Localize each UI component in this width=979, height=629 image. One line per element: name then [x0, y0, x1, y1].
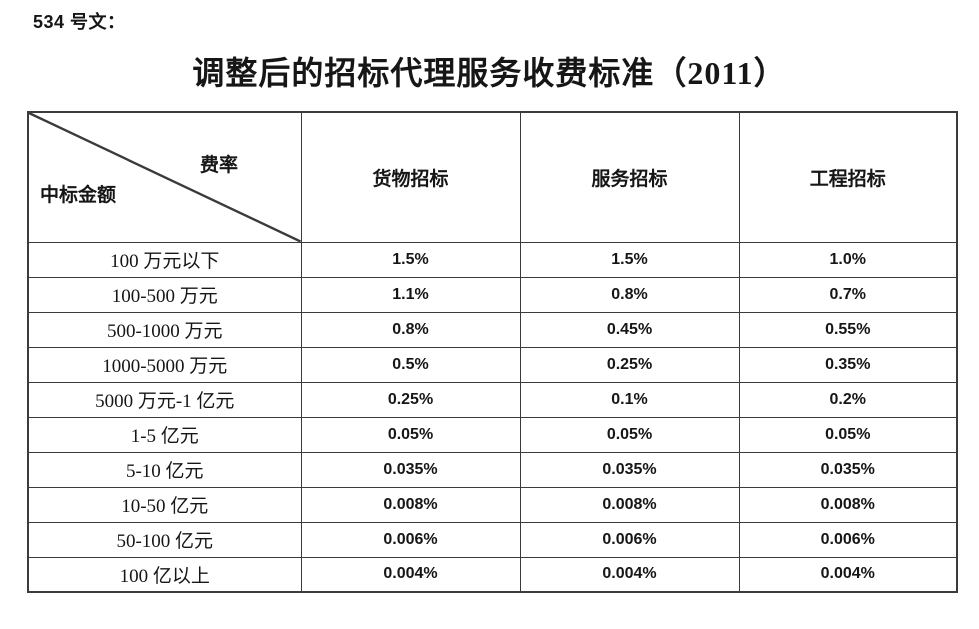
corner-label-rate: 费率: [200, 155, 239, 176]
table-header-row: 费率 中标金额 货物招标 服务招标 工程招标: [27, 111, 958, 243]
rate-cell: 1.0%: [738, 241, 958, 278]
amount-cell: 1-5 亿元: [27, 416, 302, 453]
table-row: 100-500 万元 1.1% 0.8% 0.7%: [27, 276, 958, 313]
rate-cell: 0.8%: [300, 311, 521, 348]
rate-cell: 0.006%: [300, 521, 521, 558]
amount-cell: 100 万元以下: [27, 241, 302, 278]
amount-cell: 5000 万元-1 亿元: [27, 381, 302, 418]
table-row: 100 万元以下 1.5% 1.5% 1.0%: [27, 241, 958, 278]
rate-cell: 0.55%: [738, 311, 958, 348]
rate-cell: 0.006%: [738, 521, 958, 558]
rate-cell: 0.05%: [300, 416, 521, 453]
rate-cell: 0.035%: [738, 451, 958, 488]
diagonal-divider-line: [29, 113, 301, 242]
rate-cell: 0.2%: [738, 381, 958, 418]
rate-cell: 0.008%: [738, 486, 958, 523]
rate-cell: 0.45%: [519, 311, 740, 348]
table-row: 5000 万元-1 亿元 0.25% 0.1% 0.2%: [27, 381, 958, 418]
rate-cell: 1.5%: [519, 241, 740, 278]
table-row: 5-10 亿元 0.035% 0.035% 0.035%: [27, 451, 958, 488]
rate-cell: 0.25%: [519, 346, 740, 383]
table-row: 10-50 亿元 0.008% 0.008% 0.008%: [27, 486, 958, 523]
amount-cell: 100-500 万元: [27, 276, 302, 313]
rate-cell: 0.004%: [300, 556, 521, 593]
rate-cell: 0.8%: [519, 276, 740, 313]
rate-cell: 0.05%: [519, 416, 740, 453]
rate-cell: 1.5%: [300, 241, 521, 278]
rate-cell: 1.1%: [300, 276, 521, 313]
table-row: 1-5 亿元 0.05% 0.05% 0.05%: [27, 416, 958, 453]
rate-cell: 0.004%: [738, 556, 958, 593]
rate-cell: 0.5%: [300, 346, 521, 383]
amount-cell: 1000-5000 万元: [27, 346, 302, 383]
table-row: 100 亿以上 0.004% 0.004% 0.004%: [27, 556, 958, 593]
rate-cell: 0.008%: [300, 486, 521, 523]
rate-cell: 0.035%: [300, 451, 521, 488]
column-header-services: 服务招标: [519, 111, 740, 243]
doc-number-label: 534 号文：: [33, 12, 126, 32]
amount-cell: 5-10 亿元: [27, 451, 302, 488]
amount-cell: 500-1000 万元: [27, 311, 302, 348]
rate-cell: 0.035%: [519, 451, 740, 488]
fee-rate-table: 费率 中标金额 货物招标 服务招标 工程招标 100 万元以下 1.5% 1.5…: [27, 111, 958, 593]
column-header-goods: 货物招标: [300, 111, 521, 243]
column-header-engineering: 工程招标: [738, 111, 958, 243]
table-corner-cell: 费率 中标金额: [27, 111, 302, 243]
amount-cell: 100 亿以上: [27, 556, 302, 593]
rate-cell: 0.006%: [519, 521, 740, 558]
page-title: 调整后的招标代理服务收费标准（2011）: [192, 55, 787, 91]
table-row: 50-100 亿元 0.006% 0.006% 0.006%: [27, 521, 958, 558]
amount-cell: 10-50 亿元: [27, 486, 302, 523]
amount-cell: 50-100 亿元: [27, 521, 302, 558]
table-row: 1000-5000 万元 0.5% 0.25% 0.35%: [27, 346, 958, 383]
rate-cell: 0.008%: [519, 486, 740, 523]
rate-cell: 0.7%: [738, 276, 958, 313]
rate-cell: 0.25%: [300, 381, 521, 418]
rate-cell: 0.05%: [738, 416, 958, 453]
corner-label-amount: 中标金额: [40, 185, 117, 206]
rate-cell: 0.35%: [738, 346, 958, 383]
rate-cell: 0.1%: [519, 381, 740, 418]
rate-cell: 0.004%: [519, 556, 740, 593]
table-row: 500-1000 万元 0.8% 0.45% 0.55%: [27, 311, 958, 348]
